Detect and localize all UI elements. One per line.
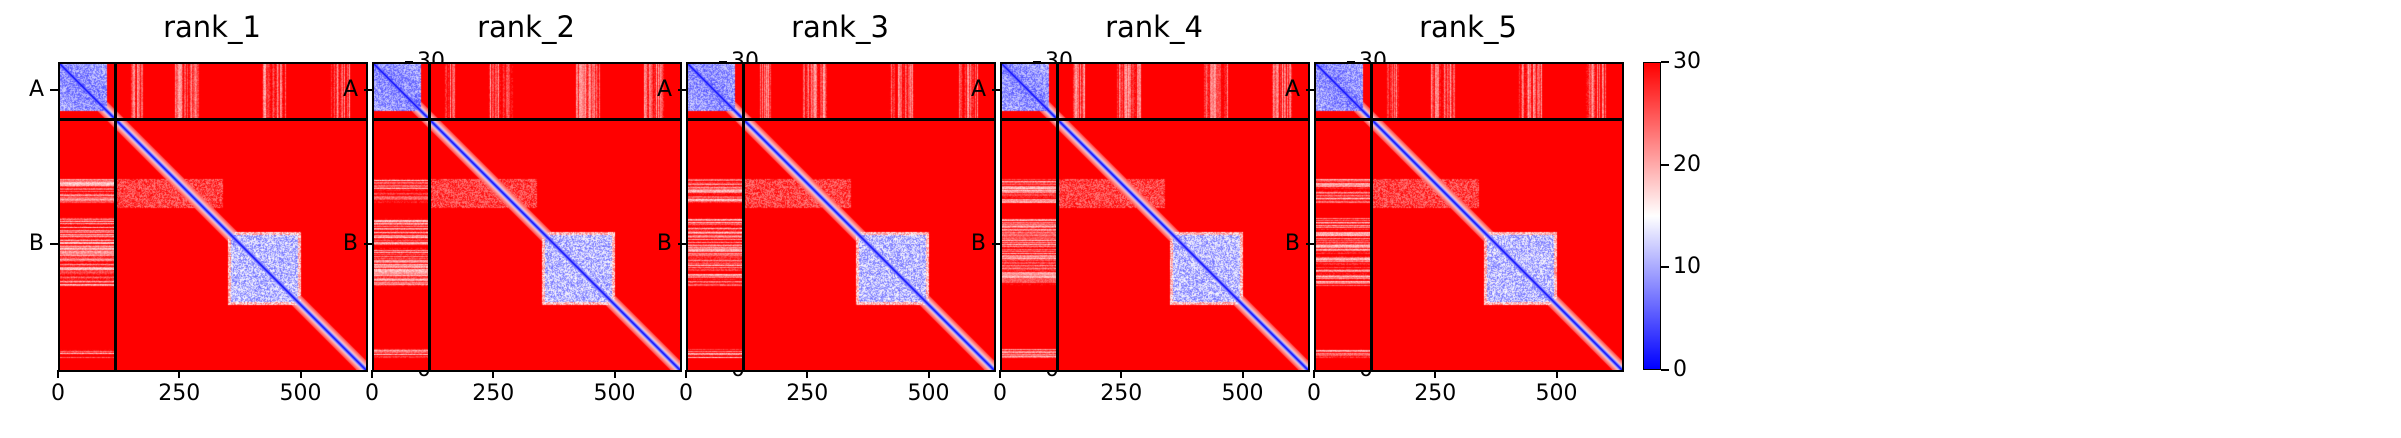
x-tick [492, 370, 495, 378]
chain-boundary-horizontal [1314, 117, 1622, 121]
y-tick [364, 89, 372, 92]
x-tick-label: 500 [1221, 381, 1264, 406]
chart-title: rank_5 [1419, 10, 1517, 44]
chain-boundary-vertical [1369, 62, 1373, 370]
x-tick-label: 0 [365, 381, 379, 406]
y-tick [1306, 243, 1314, 246]
y-tick-label: A [28, 77, 44, 103]
x-tick-label: 250 [1414, 381, 1457, 406]
colorbar [1643, 62, 1661, 370]
chart-panel-5: rank_5 A B 0 250 500 0 10 20 30 [1256, 0, 1726, 438]
y-tick-label: B [970, 231, 986, 257]
chain-boundary-vertical [741, 62, 745, 370]
x-tick [1120, 370, 1123, 378]
chain-boundary-horizontal [1000, 117, 1308, 121]
x-tick-label: 250 [1100, 381, 1143, 406]
pae-heatmap [1000, 62, 1310, 372]
y-tick-label: B [656, 231, 672, 257]
heatmap-canvas [372, 62, 680, 370]
chain-boundary-vertical [113, 62, 117, 370]
y-tick [992, 89, 1000, 92]
x-tick-label: 0 [1307, 381, 1321, 406]
x-tick-label: 0 [679, 381, 693, 406]
y-tick [364, 243, 372, 246]
chart-panel-2: rank_2AB02505000102030 [314, 0, 784, 438]
x-tick [613, 370, 616, 378]
chart-title: rank_1 [163, 10, 261, 44]
x-tick [999, 370, 1001, 378]
heatmap-canvas [1000, 62, 1308, 370]
chart-title: rank_4 [1105, 10, 1203, 44]
y-tick [678, 89, 686, 92]
y-tick [50, 89, 58, 92]
heatmap-canvas [686, 62, 994, 370]
y-tick [1306, 89, 1314, 92]
x-tick [299, 370, 302, 378]
heatmap-canvas [58, 62, 366, 370]
x-tick-label: 250 [158, 381, 201, 406]
heatmap-canvas [1314, 62, 1622, 370]
x-tick [806, 370, 809, 378]
x-tick-label: 500 [279, 381, 322, 406]
pae-heatmap [58, 62, 368, 372]
chain-boundary-horizontal [686, 117, 994, 121]
x-tick [178, 370, 181, 378]
x-tick [1313, 370, 1315, 378]
chain-boundary-horizontal [58, 117, 366, 121]
y-tick-label: B [342, 231, 358, 257]
x-tick [57, 370, 59, 378]
colorbar-tick-label: 20 [1673, 151, 1701, 177]
x-tick-label: 0 [51, 381, 65, 406]
x-tick-label: 500 [1535, 381, 1578, 406]
colorbar-tick-label: 10 [1673, 254, 1701, 280]
chart-title: rank_3 [791, 10, 889, 44]
y-tick-label: A [970, 77, 986, 103]
x-tick-label: 500 [907, 381, 950, 406]
x-tick [685, 370, 687, 378]
x-tick [1555, 370, 1558, 378]
colorbar-tick [1661, 163, 1669, 166]
chart-title: rank_2 [477, 10, 575, 44]
x-tick-label: 0 [993, 381, 1007, 406]
x-tick-label: 250 [472, 381, 515, 406]
colorbar-tick-label: 0 [1673, 357, 1687, 382]
y-tick [678, 243, 686, 246]
x-tick-label: 500 [593, 381, 636, 406]
y-tick [992, 243, 1000, 246]
x-tick [927, 370, 930, 378]
pae-heatmap [686, 62, 996, 372]
pae-heatmap [1314, 62, 1624, 372]
colorbar-tick-label: 30 [1673, 49, 1701, 74]
y-tick-label: A [1284, 77, 1300, 103]
colorbar-tick [1661, 61, 1669, 63]
x-tick [1241, 370, 1244, 378]
chain-boundary-horizontal [372, 117, 680, 121]
x-tick [1434, 370, 1437, 378]
chain-boundary-vertical [427, 62, 431, 370]
y-tick-label: A [656, 77, 672, 103]
y-tick [50, 243, 58, 246]
y-tick-label: B [1284, 231, 1300, 257]
pae-heatmap [372, 62, 682, 372]
x-tick-label: 250 [786, 381, 829, 406]
chain-boundary-vertical [1055, 62, 1059, 370]
colorbar-tick [1661, 266, 1669, 269]
colorbar-tick [1661, 369, 1669, 371]
x-tick [371, 370, 373, 378]
y-tick-label: B [28, 231, 44, 257]
y-tick-label: A [342, 77, 358, 103]
